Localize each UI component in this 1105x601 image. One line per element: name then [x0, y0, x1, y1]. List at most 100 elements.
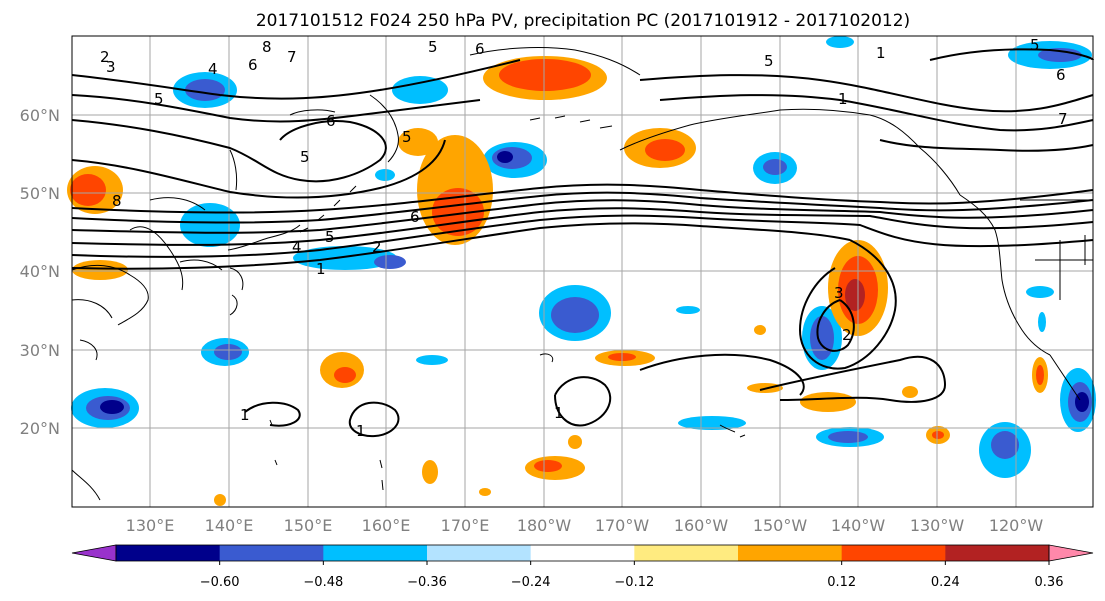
colorbar-ticks: −0.60−0.48−0.36−0.24−0.120.120.240.360.4… — [200, 561, 1063, 590]
lat-label: 20°N — [20, 419, 60, 438]
pv-label: 5 — [300, 148, 310, 166]
pv-contour — [816, 299, 855, 352]
pv-contour — [929, 48, 1094, 61]
pv-label: 5 — [1030, 36, 1040, 54]
precip-blob — [214, 494, 226, 506]
precip-blob — [568, 435, 582, 449]
lon-label: 140°W — [831, 516, 886, 535]
precip-blob — [678, 416, 746, 430]
coast-sakhalin-kamchatka — [229, 94, 399, 191]
colorbar-tick-label: −0.12 — [614, 575, 654, 590]
pv-contour — [71, 94, 481, 123]
precip-blob — [754, 325, 766, 335]
coast-japan — [227, 224, 301, 316]
colorbar-swatches — [71, 544, 1094, 562]
precip-blob — [845, 279, 865, 311]
precip-blob — [497, 151, 513, 163]
precip-blob — [422, 460, 438, 484]
pv-label: 2 — [372, 238, 382, 256]
pv-contours — [71, 48, 1094, 438]
precip-blob — [214, 344, 242, 360]
precip-blob — [676, 306, 700, 314]
pv-contour — [71, 207, 1094, 246]
precip-blob — [991, 431, 1019, 459]
precip-blob — [185, 79, 225, 101]
pv-label: 1 — [876, 44, 886, 62]
pv-label: 8 — [112, 192, 122, 210]
coast-asia — [71, 197, 223, 501]
coast-alaska — [469, 47, 961, 196]
colorbar-tick-label: −0.48 — [303, 575, 343, 590]
precip-blob — [392, 76, 448, 104]
pv-contour — [71, 199, 1094, 234]
lon-label: 140°E — [205, 516, 254, 535]
coast-pacific-islands — [269, 353, 554, 491]
pv-contour — [71, 183, 1094, 214]
latitude-labels: 60°N 50°N 40°N 30°N 20°N — [20, 106, 60, 438]
colorbar-tick-label: −0.24 — [511, 575, 551, 590]
pv-contour — [759, 355, 947, 403]
colorbar-swatch — [530, 545, 635, 561]
precip-blob — [534, 460, 562, 472]
pv-contour — [554, 376, 612, 427]
lat-label: 60°N — [20, 106, 60, 125]
lat-label: 40°N — [20, 262, 60, 281]
map-panel: 2 3 8 7 6 4 5 5 6 5 6 5 8 6 4 5 2 1 1 1 … — [67, 35, 1096, 508]
precip-blob — [398, 128, 438, 156]
pv-label: 1 — [356, 422, 366, 440]
pv-contour — [879, 139, 1094, 152]
lon-label: 180°W — [517, 516, 572, 535]
lon-label: 130°W — [910, 516, 965, 535]
coast-hawaii — [719, 424, 746, 438]
pv-label: 4 — [292, 238, 302, 256]
pv-contour — [639, 74, 1094, 113]
lon-label: 120°W — [989, 516, 1044, 535]
pv-label: 1 — [838, 90, 848, 108]
precip-blob — [70, 174, 106, 206]
pv-label: 6 — [475, 40, 485, 58]
precip-blob — [1038, 48, 1082, 62]
precip-blob — [1036, 365, 1044, 385]
pv-contour — [71, 119, 387, 183]
pv-contour — [71, 59, 521, 100]
colorbar-swatch — [427, 545, 532, 561]
longitude-labels: 130°E 140°E 150°E 160°E 170°E 180°W 170°… — [126, 516, 1044, 535]
precip-fill-layer — [67, 36, 1096, 506]
coast-north-america — [959, 194, 1093, 401]
precip-blob — [810, 316, 834, 360]
pv-label: 6 — [1056, 66, 1066, 84]
pv-label: 2 — [100, 48, 110, 66]
lon-label: 170°W — [595, 516, 650, 535]
pv-contour — [639, 353, 805, 396]
colorbar-extension-low — [71, 544, 117, 562]
pv-contour — [71, 191, 1094, 224]
precip-blob — [1038, 312, 1046, 332]
precip-blob — [902, 386, 918, 398]
pv-label: 3 — [834, 284, 844, 302]
precip-blob — [828, 431, 868, 443]
precip-blob — [763, 159, 787, 175]
coast-aleutians — [529, 115, 613, 129]
precip-negative — [71, 36, 1096, 478]
colorbar-tick-label: −0.60 — [200, 575, 240, 590]
pv-label: 5 — [154, 90, 164, 108]
pv-contour — [71, 214, 1094, 258]
precip-blob — [645, 139, 685, 161]
precip-blob — [826, 36, 854, 48]
precip-blob — [375, 169, 395, 181]
colorbar-swatch — [116, 545, 221, 561]
colorbar-extension-high — [1048, 544, 1094, 562]
pv-contour — [348, 401, 400, 438]
precip-blob — [932, 431, 944, 439]
colorbar-swatch — [945, 545, 1050, 561]
pv-contour — [71, 139, 446, 199]
pv-label: 6 — [410, 208, 420, 226]
lon-label: 130°E — [126, 516, 175, 535]
pv-contour — [798, 239, 897, 370]
precip-blob — [72, 260, 128, 280]
colorbar-tick-label: −0.36 — [407, 575, 447, 590]
precip-blob — [334, 367, 356, 383]
colorbar-swatch — [219, 545, 324, 561]
pv-label: 6 — [326, 112, 336, 130]
precip-blob — [479, 488, 491, 496]
